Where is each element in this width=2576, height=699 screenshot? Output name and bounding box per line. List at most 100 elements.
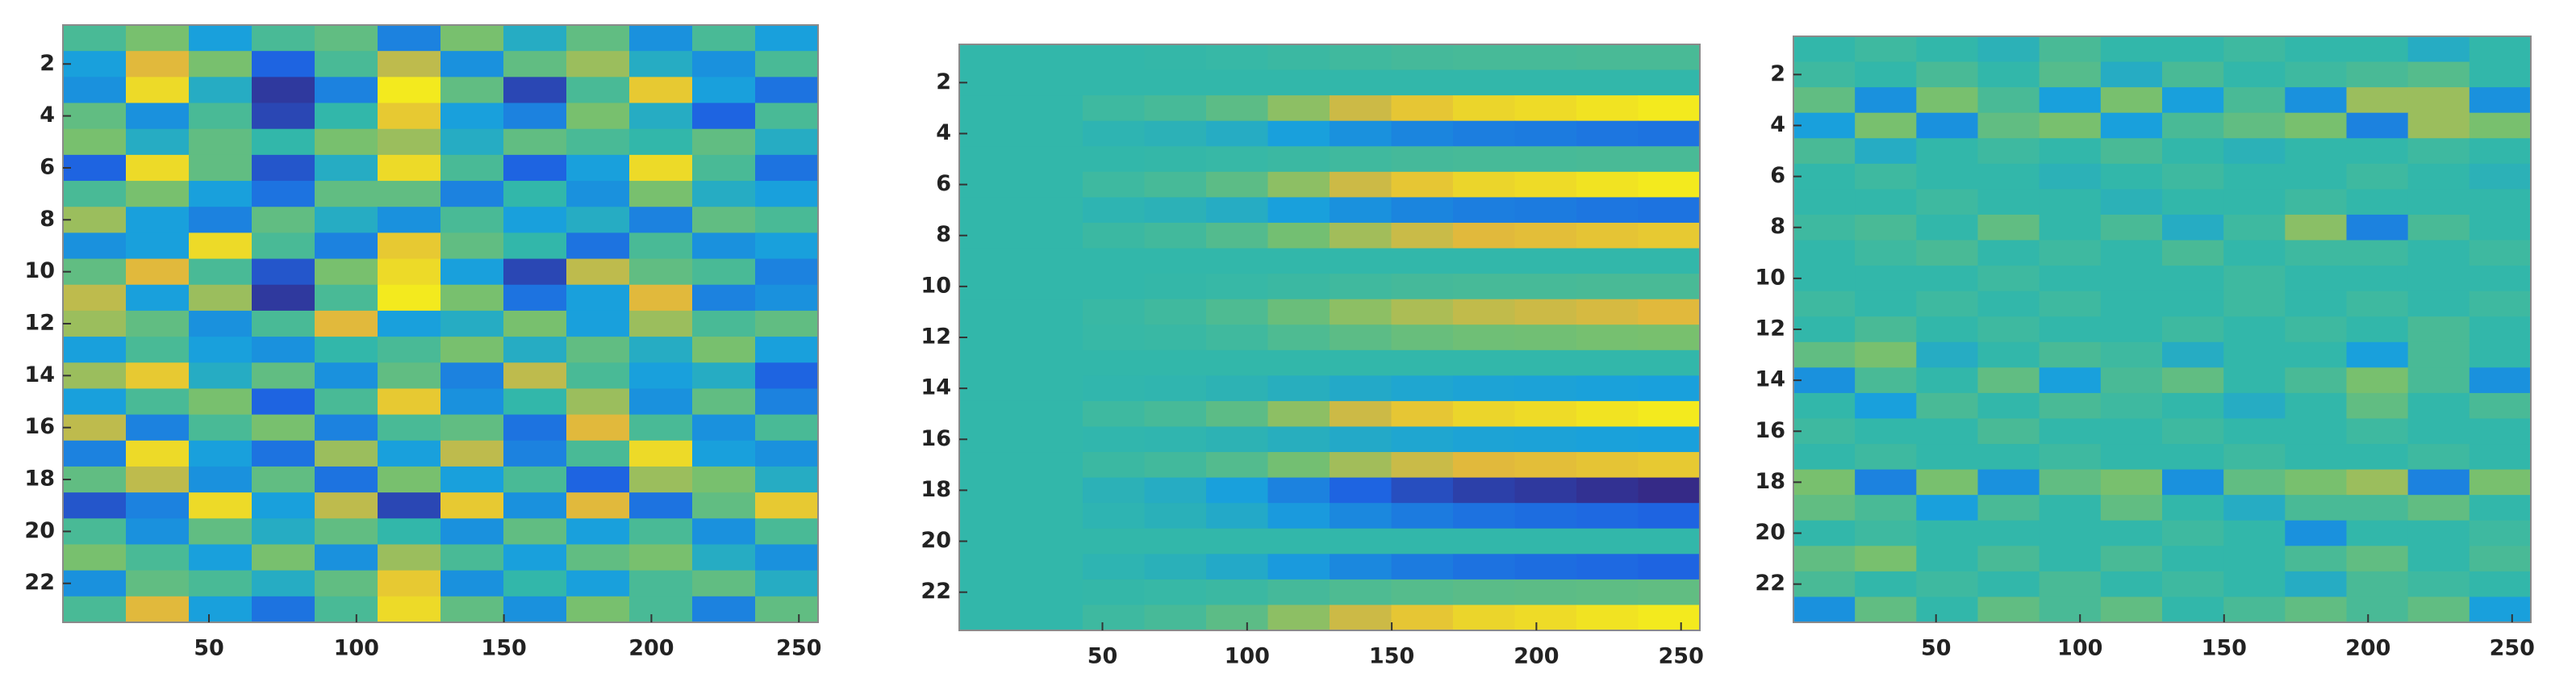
heatmap-cell bbox=[692, 544, 756, 571]
heatmap-cell bbox=[2469, 112, 2532, 139]
heatmap-cell bbox=[2162, 189, 2224, 216]
heatmap-cell bbox=[2162, 291, 2224, 317]
heatmap-cell bbox=[440, 310, 504, 337]
heatmap-cell bbox=[503, 570, 567, 597]
heatmap-cell bbox=[2039, 87, 2102, 114]
heatmap-cell bbox=[315, 518, 378, 546]
heatmap-cell bbox=[1144, 528, 1207, 555]
heatmap-cell bbox=[959, 274, 1022, 300]
heatmap-cell bbox=[566, 388, 630, 416]
heatmap-cell bbox=[1514, 222, 1577, 249]
heatmap-cell bbox=[1638, 299, 1701, 325]
heatmap-cell bbox=[503, 207, 567, 233]
heatmap-cell bbox=[1916, 214, 1979, 241]
heatmap-cell bbox=[2100, 418, 2163, 445]
heatmap-cell bbox=[2285, 240, 2348, 266]
heatmap-cell bbox=[2162, 596, 2224, 623]
heatmap-cell bbox=[503, 362, 567, 390]
heatmap-cell bbox=[503, 337, 567, 363]
heatmap-cell bbox=[692, 570, 756, 597]
heatmap-cell bbox=[1144, 400, 1207, 428]
heatmap-cell bbox=[189, 466, 253, 493]
heatmap-cell bbox=[189, 492, 253, 519]
heatmap-cell bbox=[1855, 571, 1917, 598]
heatmap-cell bbox=[2100, 266, 2163, 292]
heatmap-cell bbox=[2469, 61, 2532, 88]
heatmap-cell bbox=[378, 207, 441, 233]
heatmap-cell bbox=[1330, 605, 1392, 631]
heatmap-cell bbox=[566, 25, 630, 52]
heatmap-cell bbox=[2469, 341, 2532, 368]
heatmap-cell bbox=[63, 181, 127, 207]
heatmap-cell bbox=[126, 414, 190, 442]
heatmap-cell bbox=[1916, 418, 1979, 445]
heatmap-cell bbox=[1514, 605, 1577, 631]
heatmap-cell bbox=[1453, 197, 1516, 224]
heatmap-cell bbox=[2285, 214, 2348, 241]
heatmap-cell bbox=[959, 579, 1022, 606]
x-tick-label: 100 bbox=[334, 636, 379, 661]
heatmap-cell bbox=[2100, 596, 2163, 623]
heatmap-cell bbox=[566, 284, 630, 312]
heatmap-cell bbox=[2285, 444, 2348, 471]
y-tick-label: 14 bbox=[24, 362, 55, 387]
heatmap-cell bbox=[1206, 503, 1269, 529]
heatmap-cell bbox=[2346, 596, 2409, 623]
heatmap-cell bbox=[1453, 299, 1516, 325]
heatmap-cell bbox=[2469, 138, 2532, 165]
heatmap-cell bbox=[2162, 469, 2224, 496]
heatmap-cell bbox=[189, 414, 253, 442]
heatmap-cell bbox=[378, 25, 441, 52]
heatmap-cell bbox=[2223, 87, 2286, 114]
heatmap-cell bbox=[189, 284, 253, 312]
heatmap-cell bbox=[959, 528, 1022, 555]
heatmap-cell bbox=[1916, 444, 1979, 471]
heatmap-cell bbox=[1083, 274, 1146, 300]
heatmap-cell bbox=[692, 414, 756, 442]
heatmap-cell bbox=[440, 154, 504, 182]
heatmap-cell bbox=[2223, 571, 2286, 598]
heatmap-cell bbox=[2469, 495, 2532, 521]
heatmap-cell bbox=[63, 284, 127, 312]
heatmap-cell bbox=[1855, 291, 1917, 317]
heatmap-cell bbox=[1916, 291, 1979, 317]
heatmap-cell bbox=[315, 25, 378, 52]
heatmap-cell bbox=[1977, 61, 2040, 88]
heatmap-cell bbox=[126, 337, 190, 363]
heatmap-cell bbox=[1391, 477, 1454, 504]
heatmap-cell bbox=[1391, 375, 1454, 402]
heatmap-cell bbox=[692, 77, 756, 104]
heatmap-cell bbox=[2407, 291, 2470, 317]
heatmap-cell bbox=[1855, 266, 1917, 292]
heatmap-cell bbox=[1021, 375, 1083, 402]
heatmap-cell bbox=[1638, 554, 1701, 580]
heatmap-cell bbox=[2346, 214, 2409, 241]
heatmap-cell bbox=[1083, 299, 1146, 325]
heatmap-cell bbox=[126, 51, 190, 77]
heatmap-cell bbox=[2162, 112, 2224, 139]
heatmap-cell bbox=[1916, 61, 1979, 88]
heatmap-cell bbox=[315, 440, 378, 467]
heatmap-cell bbox=[252, 77, 315, 104]
heatmap-cell bbox=[1916, 571, 1979, 598]
heatmap-cell bbox=[440, 596, 504, 623]
heatmap-cell bbox=[1330, 426, 1392, 453]
heatmap-cell bbox=[252, 388, 315, 416]
heatmap-cell bbox=[2469, 266, 2532, 292]
heatmap-cell bbox=[959, 44, 1022, 71]
heatmap-cell bbox=[1144, 171, 1207, 198]
heatmap-cell bbox=[1021, 274, 1083, 300]
heatmap-cell bbox=[2285, 112, 2348, 139]
heatmap-cell bbox=[755, 103, 819, 130]
heatmap-cell bbox=[1576, 69, 1639, 96]
heatmap-cell bbox=[315, 414, 378, 442]
heatmap-cell bbox=[315, 232, 378, 260]
heatmap-cell bbox=[315, 51, 378, 77]
heatmap-cell bbox=[629, 103, 693, 130]
heatmap-cell bbox=[2285, 163, 2348, 190]
heatmap-cell bbox=[566, 103, 630, 130]
heatmap-cell bbox=[1083, 350, 1146, 376]
heatmap-cell bbox=[315, 77, 378, 104]
heatmap-cell bbox=[440, 128, 504, 156]
